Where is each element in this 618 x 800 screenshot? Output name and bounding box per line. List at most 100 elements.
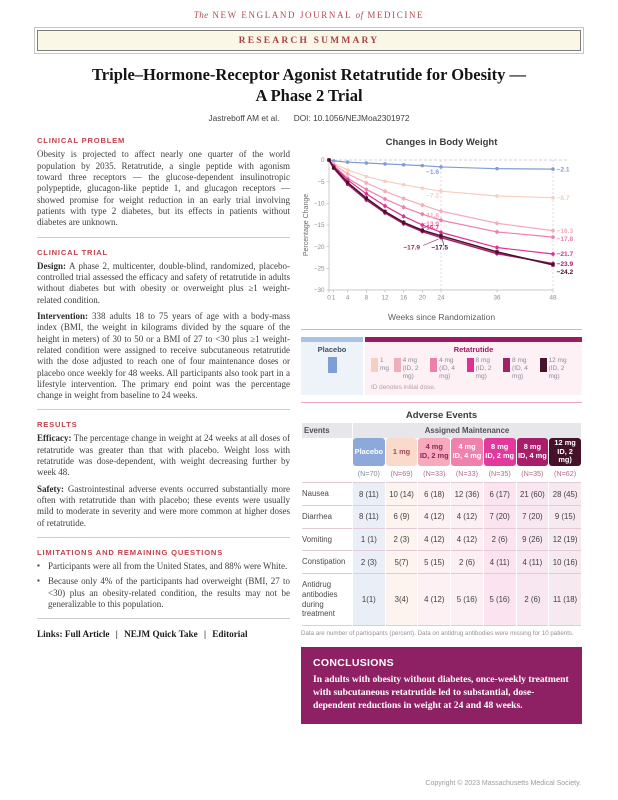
sample-size-cell: (N=33) xyxy=(455,469,479,479)
event-value-cell: 2 (6) xyxy=(451,550,483,574)
x-tick-label: 36 xyxy=(493,295,501,302)
event-row-label: Constipation xyxy=(302,550,352,573)
efficacy-text: The percentage change in weight at 24 we… xyxy=(37,433,290,478)
data-point xyxy=(551,263,555,267)
y-tick-label: −5 xyxy=(317,179,325,186)
title-line2: A Phase 2 Trial xyxy=(255,85,363,105)
intervention-paragraph: Intervention: 338 adults 18 to 75 years … xyxy=(37,311,290,402)
data-point xyxy=(420,186,425,191)
table-footnote: Data are number of participants (percent… xyxy=(301,630,574,638)
chart-series-line xyxy=(328,159,554,170)
masthead-of: of xyxy=(355,10,364,20)
y-tick-label: −10 xyxy=(314,201,325,208)
event-row-label: Antidrug antibodies during treatment xyxy=(302,573,352,627)
legend-entries: 1 mg 4 mg (ID, 2 mg) 4 mg (ID, 4 mg) 8 mg (ID,… xyxy=(365,357,582,380)
pink-divider xyxy=(301,401,582,403)
event-value-cell: 28 (45) xyxy=(549,482,581,505)
sample-size-cell: (N=62) xyxy=(554,469,577,479)
safety-text: Gastrointestinal adverse events occurred… xyxy=(37,483,290,528)
efficacy-label: Efficacy: xyxy=(37,433,72,444)
event-value-cell: 10 (16) xyxy=(549,550,581,574)
link-nejm-quick-take[interactable]: NEJM Quick Take xyxy=(124,629,198,640)
event-value-cell: 8 (11) xyxy=(353,505,385,528)
chart-legend: Placebo Retatrutide 1 mg 4 mg (ID, 2 mg) 4 … xyxy=(301,337,582,395)
data-point xyxy=(327,158,331,162)
intervention-text: 338 adults 18 to 75 years of age with a … xyxy=(37,310,291,401)
event-value-cell: 9 (26) xyxy=(516,527,549,551)
event-value-cell: 3(4) xyxy=(385,573,418,627)
data-point xyxy=(495,230,499,234)
data-point xyxy=(383,162,387,166)
event-value-cell: 6 (17) xyxy=(483,482,516,505)
heading-limitations: LIMITATIONS AND REMAINING QUESTIONS xyxy=(37,548,224,558)
y-tick-label: −20 xyxy=(314,244,325,251)
sample-size-cell: (N=69) xyxy=(390,469,413,479)
y-tick-label: −30 xyxy=(314,287,325,294)
data-point xyxy=(364,174,369,179)
link-full-article[interactable]: Full Article xyxy=(64,629,110,640)
sample-size-cell: (N=33) xyxy=(423,469,446,479)
x-tick-label: 8 xyxy=(365,295,369,302)
event-value-cell: 12 (36) xyxy=(451,482,483,505)
data-point xyxy=(551,252,555,257)
data-point xyxy=(401,197,406,201)
data-point xyxy=(439,234,443,238)
clinical-problem-text: Obesity is projected to affect nearly on… xyxy=(37,149,290,228)
data-point xyxy=(364,187,369,192)
event-value-cell: 6 (9) xyxy=(385,505,418,528)
data-point xyxy=(439,189,443,194)
data-point xyxy=(420,228,425,233)
legend-placebo-cell: Placebo xyxy=(301,337,363,395)
intervention-label: Intervention: xyxy=(37,310,88,321)
limitations-list: Participants were all from the United St… xyxy=(37,561,290,610)
y-tick-label: −15 xyxy=(314,222,325,229)
masthead-medicine: MEDICINE xyxy=(367,10,425,20)
week24-data-label: −7.2 xyxy=(426,193,439,200)
chart-series-line xyxy=(328,159,554,238)
data-point xyxy=(401,220,406,225)
table-row: Diarrhea 8 (11) 6 (9) 4 (12) 4 (12) 7 (20) 7 (… xyxy=(302,505,581,528)
data-point xyxy=(551,167,555,172)
week48-data-label: −24.2 xyxy=(557,269,574,276)
x-tick-label: 1 xyxy=(332,295,336,302)
dose-column-header: 8 mg ID, 2 mg xyxy=(483,437,516,467)
event-value-cell: 11 (18) xyxy=(549,573,581,627)
y-tick-label: −25 xyxy=(314,266,325,273)
journal-masthead: The NEW ENGLAND JOURNAL of MEDICINE xyxy=(37,0,581,20)
data-point xyxy=(420,212,425,217)
data-point xyxy=(383,197,387,202)
byline-doi[interactable]: DOI: 10.1056/NEJMoa2301972 xyxy=(293,113,410,124)
event-value-cell: 6 (18) xyxy=(418,482,451,505)
event-value-cell: 4 (11) xyxy=(516,550,549,574)
week24-data-label: −13.9 xyxy=(422,221,439,228)
dose-column-header: 4 mg ID, 2 mg xyxy=(418,437,451,467)
legend-entry: 4 mg (ID, 4 mg) xyxy=(430,357,466,380)
link-editorial[interactable]: Editorial xyxy=(212,629,248,640)
sample-size-cell: (N=70) xyxy=(357,469,380,479)
chart-series-line xyxy=(328,159,554,199)
data-point xyxy=(383,179,387,184)
legend-swatch xyxy=(393,358,401,373)
chart-series-line xyxy=(328,159,554,232)
event-value-cell: 4 (12) xyxy=(418,505,451,528)
safety-label: Safety: xyxy=(37,483,64,494)
legend-entry: 8 mg (ID, 4 mg) xyxy=(503,357,539,380)
data-point xyxy=(345,160,350,165)
event-value-cell: 10 (14) xyxy=(385,482,418,505)
data-point xyxy=(439,209,443,214)
legend-swatch xyxy=(503,358,511,373)
legend-entry-label: 4 mg (ID, 4 mg) xyxy=(439,357,455,380)
legend-entry-label: 8 mg (ID, 2 mg) xyxy=(475,357,492,380)
two-column-layout: CLINICAL PROBLEM Obesity is projected to… xyxy=(37,136,582,725)
legend-note: ID denotes initial dose. xyxy=(371,383,436,391)
week48-data-label: −21.7 xyxy=(557,251,574,258)
masthead-new-england-journal: NEW ENGLAND JOURNAL xyxy=(212,10,352,20)
legend-placebo-bar xyxy=(301,337,363,343)
data-point xyxy=(420,164,425,168)
assigned-maintenance-header: Assigned Maintenance xyxy=(353,422,581,438)
table-row: Antidrug antibodies during treatment 1(1)… xyxy=(302,573,581,627)
legend-entry-label: 1 mg xyxy=(380,357,390,373)
legend-entry: 1 mg xyxy=(371,357,394,380)
legend-swatch xyxy=(539,358,547,373)
